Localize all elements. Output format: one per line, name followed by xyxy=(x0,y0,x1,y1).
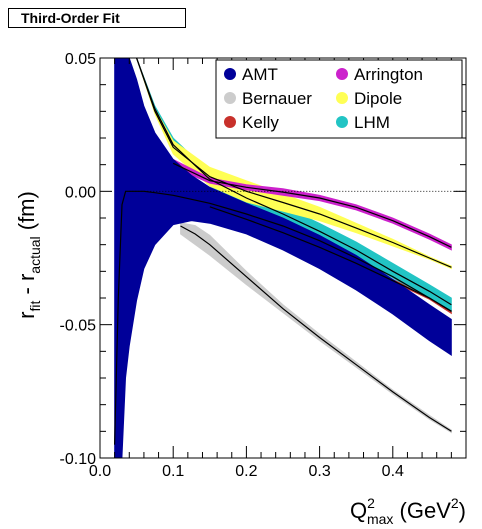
y-tick-label: -0.10 xyxy=(60,451,97,468)
x-title-unit-sup: 2 xyxy=(451,495,459,511)
central-lines xyxy=(114,58,452,445)
y-tick-label: 0.05 xyxy=(65,51,96,68)
legend-label-arrington: Arrington xyxy=(354,65,423,84)
legend-label-amt: AMT xyxy=(242,65,278,84)
x-tick-label: 0.2 xyxy=(235,463,257,480)
x-axis-title: Q2 max (GeV2) xyxy=(350,495,466,527)
center-line-arrington xyxy=(172,162,452,248)
band-dipole xyxy=(136,58,452,270)
x-tick-label: 0.1 xyxy=(162,463,184,480)
center-line-amt xyxy=(114,190,452,445)
y-title-sub1: fit xyxy=(27,301,43,312)
y-tick-label: 0.00 xyxy=(65,184,96,201)
y-axis-title: rfit - ractual (fm) xyxy=(14,191,43,319)
y-title-main: r xyxy=(14,312,39,319)
x-title-unit-close: ) xyxy=(459,498,466,523)
axis-ticks: 0.0 0.1 0.2 0.3 0.4 -0.10 -0.05 0.00 0.05 xyxy=(60,51,467,480)
y-title-sub2: actual xyxy=(27,236,43,273)
y-title-unit: (fm) xyxy=(14,191,39,236)
y-tick-label: -0.05 xyxy=(60,318,97,335)
legend-marker-lhm xyxy=(336,116,348,128)
legend-label-kelly: Kelly xyxy=(242,113,279,132)
x-tick-label: 0.4 xyxy=(382,463,404,480)
plot-frame xyxy=(99,57,467,459)
plot-border xyxy=(99,57,467,459)
legend-label-lhm: LHM xyxy=(354,113,390,132)
band-bernauer xyxy=(180,222,452,434)
center-line-dipole xyxy=(136,58,452,268)
x-title-main: Q xyxy=(350,498,367,523)
axis-titles: rfit - ractual (fm) Q2 max (GeV2) xyxy=(14,191,466,527)
legend-marker-arrington xyxy=(336,68,348,80)
y-title-mid: - r xyxy=(14,274,39,301)
band-amt xyxy=(114,58,452,458)
x-tick-label: 0.0 xyxy=(89,463,111,480)
legend-marker-dipole xyxy=(336,92,348,104)
band-arrington xyxy=(172,158,452,251)
legend: AMT Arrington Bernauer Dipole Kelly LHM xyxy=(215,59,463,139)
legend-marker-bernauer xyxy=(224,92,236,104)
center-line-lhm xyxy=(136,58,452,306)
chart-title: Third-Order Fit xyxy=(8,8,186,28)
x-title-sup: 2 xyxy=(367,495,375,511)
legend-marker-amt xyxy=(224,68,236,80)
x-title-sub: max xyxy=(367,511,393,527)
legend-label-bernauer: Bernauer xyxy=(242,89,312,108)
x-tick-label: 0.3 xyxy=(308,463,330,480)
legend-marker-kelly xyxy=(224,116,236,128)
legend-label-dipole: Dipole xyxy=(354,89,402,108)
center-line-bernauer xyxy=(180,225,452,432)
x-title-unit: (GeV xyxy=(393,498,451,523)
